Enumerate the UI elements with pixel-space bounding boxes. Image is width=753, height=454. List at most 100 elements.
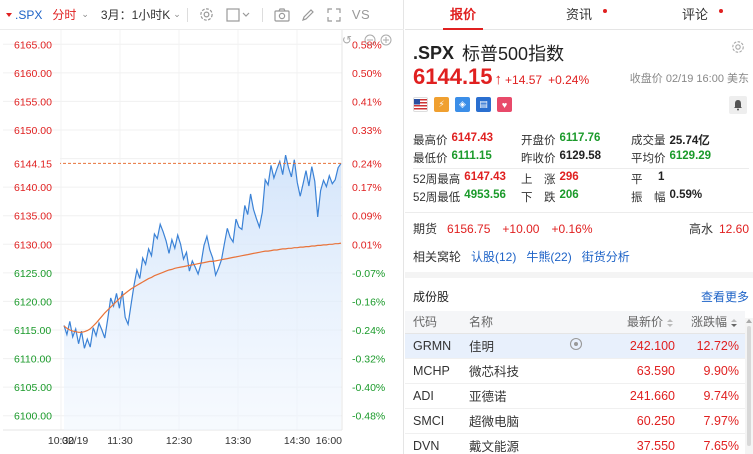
- col-header-name[interactable]: 名称: [469, 311, 569, 334]
- zoom-out-icon[interactable]: [364, 34, 376, 46]
- y-tick-label-right: -0.24%: [352, 325, 385, 337]
- symbol-selector[interactable]: .SPX: [0, 0, 42, 30]
- y-tick-label-right: -0.07%: [352, 268, 385, 280]
- current-price-tag: 6144.15: [14, 158, 52, 170]
- table-row[interactable]: ADI 亚德诺 241.660 9.74%: [405, 383, 745, 409]
- stats-divider: [413, 168, 749, 169]
- tab-news[interactable]: 资讯: [521, 0, 637, 29]
- quote-name: 标普500指数: [462, 44, 565, 64]
- stat-cell: 上 涨 296: [521, 171, 631, 187]
- x-tick-label: 13:30: [225, 435, 251, 447]
- y-tick-label-right: 0.33%: [352, 125, 382, 137]
- cell-price: 37.550: [599, 433, 681, 454]
- heart-icon[interactable]: ♥: [497, 97, 512, 112]
- toolbar-divider: [186, 7, 188, 22]
- zoom-in-icon[interactable]: [380, 34, 392, 46]
- premium-label: 高水: [688, 222, 713, 236]
- compare-vs-button[interactable]: VS: [351, 7, 371, 22]
- table-row[interactable]: MCHP 微芯科技 63.590 9.90%: [405, 358, 745, 384]
- lightning-icon[interactable]: ⚡: [434, 97, 449, 112]
- cell-change-pct: 9.74%: [681, 383, 745, 409]
- cell-watch: [569, 358, 599, 384]
- x-tick-label: 16:00: [316, 435, 342, 447]
- stat-value: 6111.15: [451, 150, 492, 162]
- y-tick-label-right: 0.09%: [352, 211, 382, 223]
- sort-icon: [731, 319, 737, 328]
- constituents-title: 成份股: [413, 290, 450, 304]
- us-flag-icon: [413, 97, 428, 112]
- toolbar-symbol: .SPX: [15, 7, 43, 22]
- undo-icon[interactable]: ↺: [342, 33, 352, 47]
- x-tick-label: 12:30: [166, 435, 192, 447]
- table-row[interactable]: DVN 戴文能源 37.550 7.65%: [405, 433, 745, 454]
- y-tick-label-right: -0.40%: [352, 382, 385, 394]
- tab-comments-label: 评论: [681, 7, 708, 22]
- toolbar-range: 3月：1小时K: [100, 8, 171, 22]
- quote-tabs: 报价 资讯 评论: [405, 0, 753, 30]
- alert-bell-icon[interactable]: [729, 96, 747, 114]
- close-time-info: 收盘价 02/19 16:00 美东: [629, 73, 749, 85]
- link-outstanding-analysis[interactable]: 街货分析: [581, 250, 630, 264]
- table-row[interactable]: GRMN 佳明 242.100 12.72%: [405, 333, 745, 359]
- y-tick-label-right: -0.16%: [352, 296, 385, 308]
- tag-icon[interactable]: ◈: [455, 97, 470, 112]
- price-area-fill: [64, 155, 341, 430]
- x-tick-label: 11:30: [107, 435, 133, 447]
- chevron-down-icon: ⌄: [173, 9, 181, 19]
- pencil-icon[interactable]: [300, 7, 316, 23]
- intraday-chart[interactable]: ↺ 6165.00 0.58% 6160.00 0.50% 6155.00 0.41% 615…: [0, 30, 404, 454]
- chart-toolbar: .SPX 分时 ⌄ 3月：1小时K ⌄: [0, 0, 404, 30]
- premium-value: 12.60: [718, 222, 749, 236]
- col-header-price[interactable]: 最新价: [599, 311, 681, 334]
- document-icon[interactable]: ▤: [476, 97, 491, 112]
- eye-icon[interactable]: [569, 337, 583, 351]
- camera-icon[interactable]: [274, 7, 290, 23]
- period-selector[interactable]: 分时 ⌄: [52, 0, 89, 30]
- futures-row[interactable]: 期货 6156.75 +10.00 +0.16% 高水 12.60: [413, 220, 749, 237]
- tab-comments[interactable]: 评论: [637, 0, 753, 29]
- range-selector[interactable]: 3月：1小时K ⌄: [101, 0, 181, 30]
- stat-cell: 52周最高 6147.43: [413, 171, 521, 187]
- gear-icon[interactable]: [731, 40, 745, 57]
- scrollbar[interactable]: [745, 318, 753, 454]
- stat-label: 上 涨: [521, 174, 556, 186]
- stat-value: 6147.43: [451, 132, 494, 144]
- cell-watch: [569, 433, 599, 454]
- scroll-up-arrow-icon[interactable]: [746, 319, 752, 323]
- link-warrants[interactable]: 认股(12): [471, 250, 517, 264]
- current-pct-tag: 0.24%: [352, 158, 382, 170]
- stat-label: 开盘价: [521, 135, 556, 147]
- settings-icon[interactable]: [199, 7, 215, 23]
- link-cbbc[interactable]: 牛熊(22): [526, 250, 572, 264]
- average-series-line: [63, 242, 342, 333]
- futures-label: 期货: [413, 222, 438, 236]
- scrollbar-thumb[interactable]: [747, 326, 751, 446]
- chart-style-icon[interactable]: [225, 7, 251, 23]
- col-header-pct-label: 涨跌幅: [690, 315, 727, 330]
- futures-change-pct: +0.16%: [551, 221, 593, 236]
- stats-grid: 最高价 6147.43 开盘价 6117.76 成交量 25.74亿 最低价 6111.15 昨…: [413, 131, 749, 206]
- cell-code: ADI: [405, 383, 469, 409]
- stat-cell: 开盘价 6117.76: [521, 132, 631, 148]
- section-divider: [405, 272, 753, 278]
- stats-row: 52周最高 6147.43 上 涨 296 平 1: [413, 170, 749, 188]
- cell-watch: [569, 383, 599, 409]
- stat-value: 25.74亿: [669, 135, 710, 147]
- y-tick-label-left: 6140.00: [14, 182, 52, 194]
- chart-panel: .SPX 分时 ⌄ 3月：1小时K ⌄: [0, 0, 404, 454]
- cell-change-pct: 9.90%: [681, 358, 745, 384]
- stat-cell: 成交量 25.74亿: [631, 132, 749, 148]
- stat-label: 平: [631, 174, 654, 186]
- col-header-code[interactable]: 代码: [405, 311, 469, 334]
- table-row[interactable]: SMCI 超微电脑 60.250 7.97%: [405, 408, 745, 434]
- fullscreen-icon[interactable]: [326, 7, 342, 23]
- y-tick-label-left: 6155.00: [14, 96, 52, 108]
- view-more-link[interactable]: 查看更多: [700, 290, 749, 304]
- y-tick-label-right: 0.58%: [352, 39, 382, 51]
- futures-price: 6156.75: [447, 221, 491, 236]
- related-label: 相关窝轮: [413, 250, 462, 264]
- stat-cell: 下 跌 206: [521, 189, 631, 205]
- tab-quote[interactable]: 报价: [405, 0, 521, 30]
- col-header-pct[interactable]: 涨跌幅: [681, 311, 745, 334]
